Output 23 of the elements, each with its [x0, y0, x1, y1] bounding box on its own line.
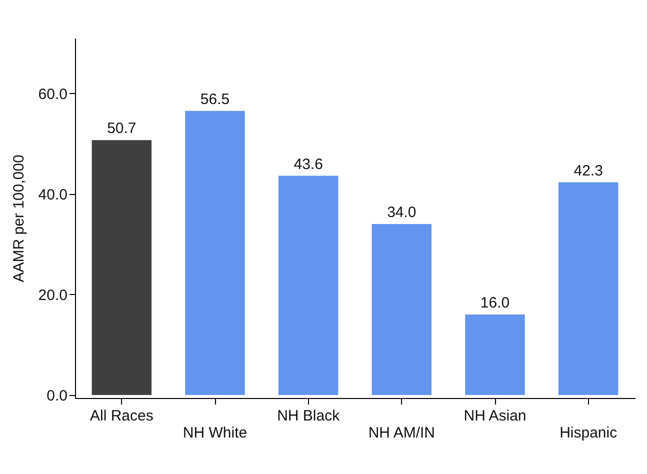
y-tick-label: 40.0 — [38, 186, 68, 204]
bar — [185, 110, 245, 395]
x-tick-label: NH Black — [277, 408, 340, 424]
bar — [465, 314, 525, 395]
y-tick-label: 20.0 — [38, 286, 68, 304]
x-tick-label: NH White — [182, 424, 248, 442]
x-tick-label: All Races — [90, 408, 154, 424]
data-label: 16.0 — [480, 294, 510, 312]
bar — [92, 140, 152, 395]
bar — [558, 182, 618, 395]
y-tick-label: 60.0 — [38, 86, 68, 103]
y-axis-title: AAMR per 100,000 — [10, 154, 28, 282]
bar — [278, 176, 338, 395]
data-label: 43.6 — [294, 156, 323, 173]
data-label: 42.3 — [574, 162, 603, 180]
x-tick-label: NH Asian — [464, 408, 526, 424]
bar — [372, 224, 432, 395]
data-label: 34.0 — [387, 204, 416, 222]
x-tick-label: Hispanic — [560, 424, 618, 442]
data-label: 50.7 — [107, 120, 136, 138]
data-label: 56.5 — [200, 90, 230, 108]
y-tick-label: 0.0 — [46, 387, 68, 404]
x-tick-label: NH AM/IN — [368, 424, 436, 442]
